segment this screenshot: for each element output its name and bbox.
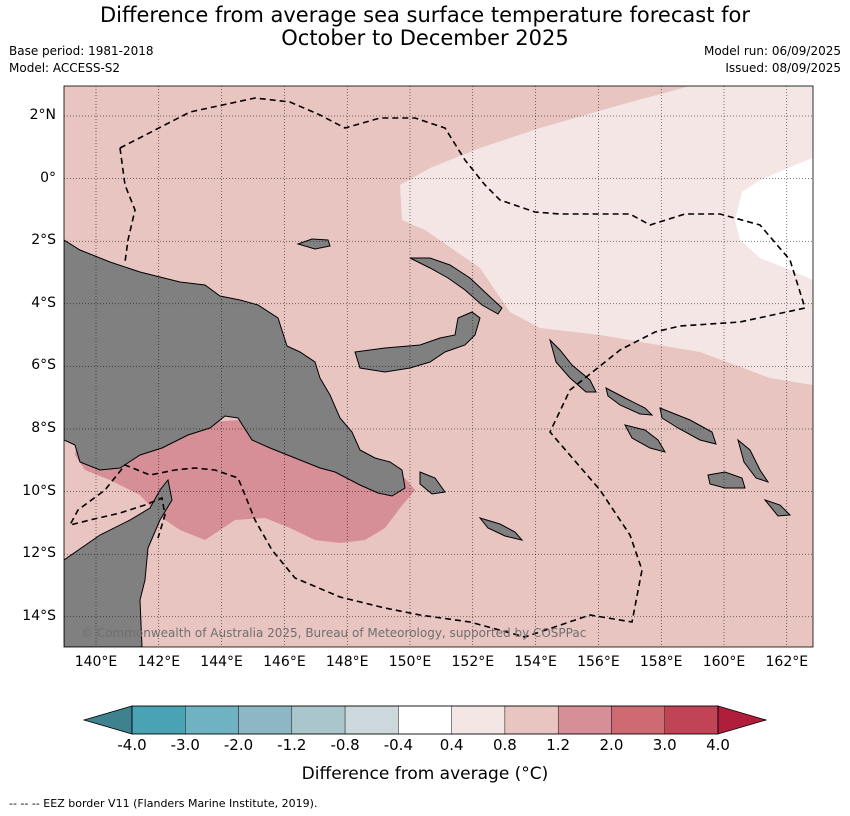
latitude-label: 10°S <box>22 482 56 499</box>
latitude-label: 2°N <box>29 107 56 123</box>
chart-title: Difference from average sea surface temp… <box>0 4 850 50</box>
colorbar-segment <box>344 705 399 735</box>
colorbar-segment <box>291 705 346 735</box>
colorbar-segment <box>398 705 452 735</box>
latitude-label: 4°S <box>31 294 56 311</box>
colorbar-segment <box>504 705 559 735</box>
land-new-ireland <box>409 257 503 315</box>
longitude-label: 148°E <box>325 654 369 670</box>
colorbar-tick-label: 1.2 <box>546 736 571 754</box>
colorbar-tick-label: 3.0 <box>652 736 677 754</box>
land-new-guinea <box>64 239 406 497</box>
latitude-label: 12°S <box>22 545 56 562</box>
colorbar-tick-label: 0.8 <box>492 736 517 754</box>
anomaly-band-near-zero <box>735 158 813 280</box>
base-period: Base period: 1981-2018 <box>9 44 154 58</box>
colorbar-extend-high <box>717 705 768 735</box>
graticule <box>64 86 813 647</box>
latitude-label: 0° <box>40 169 56 186</box>
latitude-label: 2°S <box>31 232 56 249</box>
land-choiseul <box>605 387 654 416</box>
colorbar-outline <box>131 705 719 735</box>
copyright-text: © Commonwealth of Australia 2025, Bureau… <box>81 626 586 640</box>
longitude-label: 154°E <box>514 654 557 670</box>
land-santa-cruz <box>763 498 792 517</box>
colorbar-tick-label: -4.0 <box>117 736 147 754</box>
longitude-label: 144°E <box>200 654 243 670</box>
title-line-1: Difference from average sea surface temp… <box>100 3 750 27</box>
colorbar-tick-label: 0.4 <box>439 736 464 754</box>
colorbar-segment <box>185 705 239 735</box>
land-makira <box>707 471 746 489</box>
eez-border <box>68 97 807 638</box>
model-name: Model: ACCESS-S2 <box>9 61 121 75</box>
colorbar-segment <box>611 705 665 735</box>
colorbar-segment <box>557 705 612 735</box>
latitude-label: 6°S <box>31 357 56 374</box>
colorbar-tick-label: -0.4 <box>383 736 413 754</box>
land-cape-york <box>64 478 173 647</box>
longitude-label: 152°E <box>451 654 495 670</box>
longitude-label: 140°E <box>74 654 118 670</box>
issued-date: Issued: 08/09/2025 <box>725 61 841 75</box>
colorbar-segment <box>664 705 719 735</box>
land-dentrecasteaux <box>419 471 446 495</box>
title-line-2: October to December 2025 <box>281 26 569 50</box>
longitude-label: 146°E <box>263 654 306 670</box>
land-bougainville <box>549 338 597 393</box>
colorbar-title: Difference from average (°C) <box>301 764 549 784</box>
colorbar-segment <box>451 705 506 735</box>
land-santa-isabel <box>659 407 717 445</box>
longitude-label: 150°E <box>388 654 432 670</box>
land-guadalcanal <box>624 424 667 453</box>
longitude-label: 158°E <box>639 654 683 670</box>
longitude-label: 142°E <box>137 654 181 670</box>
longitude-label: 160°E <box>702 654 746 670</box>
latitude-label: 14°S <box>22 607 56 624</box>
longitude-label: 162°E <box>765 654 809 670</box>
colorbar-tick-label: -3.0 <box>170 736 200 754</box>
footer-note: -- -- -- EEZ border V11 (Flanders Marine… <box>9 797 318 810</box>
map-frame <box>63 85 814 648</box>
meta-right: Model run: 06/09/2025 Issued: 08/09/2025 <box>704 43 841 77</box>
land-manus <box>296 238 331 250</box>
latitude-label: 8°S <box>31 420 56 436</box>
colorbar-segment <box>131 705 186 735</box>
colorbar-tick-label: -0.8 <box>330 736 360 754</box>
colorbar-extend-low <box>82 705 133 735</box>
longitude-label: 156°E <box>577 654 620 670</box>
land-malaita <box>737 438 770 483</box>
anomaly-band-0.4-0.8-north <box>400 86 813 385</box>
colorbar-tick-label: 2.0 <box>599 736 624 754</box>
colorbar <box>82 705 768 735</box>
colorbar-segment <box>238 705 293 735</box>
colorbar-tick-label: 4.0 <box>706 736 730 754</box>
land-louisiade <box>478 517 524 541</box>
colorbar-tick-label: -2.0 <box>223 736 254 754</box>
meta-left: Base period: 1981-2018 Model: ACCESS-S2 <box>9 43 154 77</box>
colorbar-tick-label: -1.2 <box>277 736 307 754</box>
eez-border-west <box>119 147 136 263</box>
land-new-britain <box>354 311 481 373</box>
model-run: Model run: 06/09/2025 <box>703 44 841 58</box>
